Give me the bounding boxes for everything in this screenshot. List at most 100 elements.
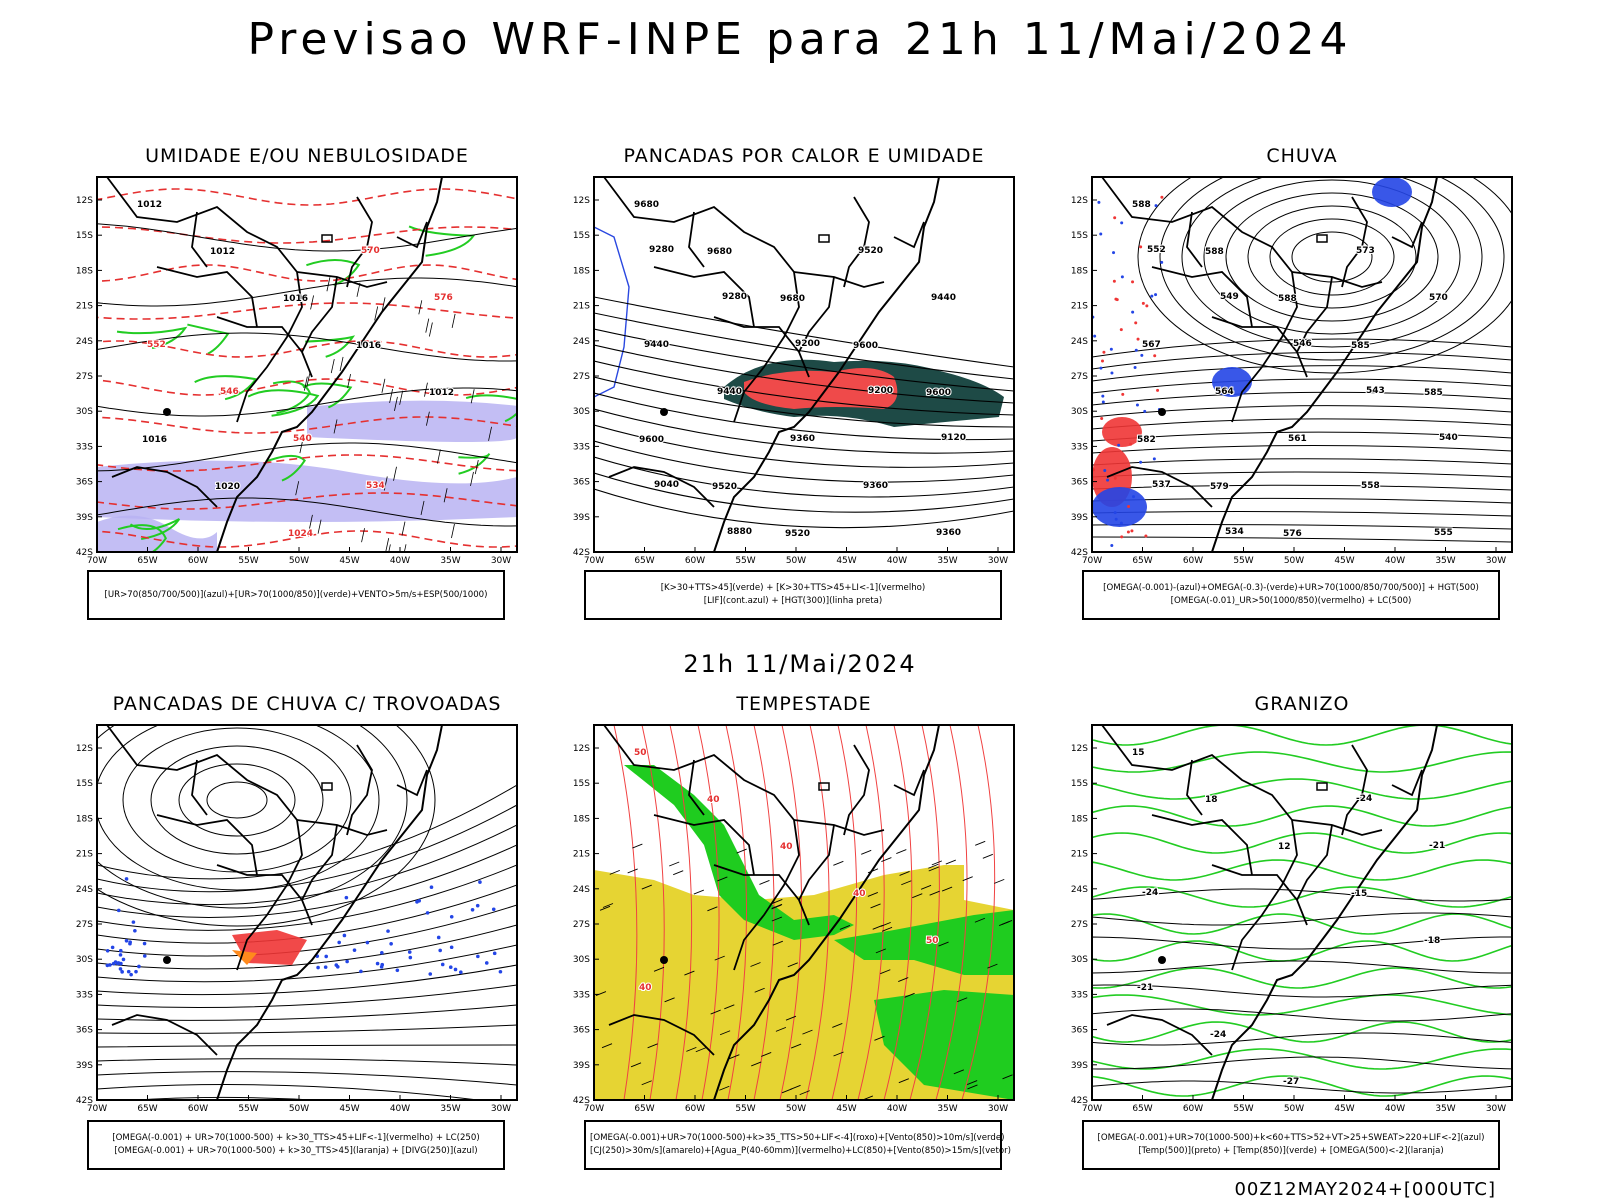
longitude-label: 40W (1385, 556, 1405, 566)
longitude-label: 70W (1082, 1104, 1102, 1114)
latitude-label: 15S (573, 231, 590, 241)
latitude-label: 15S (76, 231, 93, 241)
latitude-label: 18S (76, 814, 93, 824)
contour-label: 9120 (941, 433, 966, 443)
contour-label: 12 (1278, 842, 1291, 852)
longitude-label: 40W (887, 1104, 907, 1114)
latitude-label: 24S (573, 337, 590, 347)
latitude-label: 15S (76, 779, 93, 789)
contour-label: 9520 (858, 246, 883, 256)
contour-label: 1024 (288, 529, 313, 539)
contour-label: 9520 (785, 529, 810, 539)
contour-label: 534 (366, 481, 385, 491)
longitude-label: 50W (289, 556, 309, 566)
latitude-label: 39S (1071, 513, 1088, 523)
latitude-label: 33S (573, 990, 590, 1000)
longitude-label: 45W (339, 1104, 359, 1114)
latitude-label: 18S (1071, 266, 1088, 276)
legend-text: [OMEGA(-0.001) + UR>70(1000-500) + k>30_… (114, 1146, 478, 1156)
latitude-label: 24S (76, 885, 93, 895)
contour-label: 552 (1147, 245, 1166, 255)
contour-label: 564 (1215, 387, 1234, 397)
latitude-label: 27S (573, 920, 590, 930)
latitude-label: 39S (76, 1061, 93, 1071)
contour-label: 555 (1434, 528, 1453, 538)
latitude-label: 36S (1071, 1026, 1088, 1036)
contour-label: 40 (707, 795, 720, 805)
latitude-label: 33S (573, 442, 590, 452)
contour-label: 9680 (707, 247, 732, 257)
longitude-label: 45W (339, 556, 359, 566)
latitude-label: 24S (573, 885, 590, 895)
longitude-label: 30W (1486, 556, 1506, 566)
contour-label: 9600 (926, 388, 951, 398)
contour-label: 570 (361, 246, 380, 256)
longitude-label: 65W (137, 1104, 157, 1114)
longitude-label: 55W (1233, 556, 1253, 566)
latitude-label: 30S (76, 407, 93, 417)
longitude-label: 35W (937, 556, 957, 566)
contour-label: 15 (1132, 748, 1145, 758)
latitude-label: 36S (76, 1026, 93, 1036)
legend-box: [OMEGA(-0.001)+UR>70(1000-500)+k>35_TTS>… (584, 1120, 1011, 1170)
latitude-label: 24S (76, 337, 93, 347)
latitude-label: 27S (573, 372, 590, 382)
contour-label: 1012 (137, 200, 162, 210)
latitude-label: 39S (573, 1061, 590, 1071)
contour-label: -21 (1429, 841, 1445, 851)
humidity-area (97, 515, 217, 552)
contour-label: 567 (1142, 340, 1161, 350)
latitude-label: 39S (76, 513, 93, 523)
latitude-label: 21S (573, 302, 590, 312)
contour-label: 588 (1205, 247, 1224, 257)
longitude-label: 35W (1435, 556, 1455, 566)
panel-title: CHUVA (1266, 145, 1338, 167)
panel-title: PANCADAS POR CALOR E UMIDADE (623, 145, 985, 167)
contour-label: 9440 (717, 387, 742, 397)
latitude-label: 36S (573, 478, 590, 488)
contour-label: 9680 (780, 294, 805, 304)
longitude-label: 50W (786, 556, 806, 566)
latitude-label: 18S (573, 266, 590, 276)
latitude-label: 21S (76, 302, 93, 312)
longitude-label: 30W (491, 556, 511, 566)
latitude-label: 36S (76, 478, 93, 488)
latitude-label: 15S (573, 779, 590, 789)
longitude-label: 50W (786, 1104, 806, 1114)
legend-box: [K>30+TTS>45](verde) + [K>30+TTS>45+LI<-… (584, 570, 1002, 620)
contour-label: 50 (634, 748, 647, 758)
contour-label: 585 (1424, 388, 1443, 398)
contour-label: 534 (1225, 527, 1244, 537)
longitude-label: 65W (137, 556, 157, 566)
contour-label: 9200 (868, 386, 893, 396)
longitude-label: 35W (440, 1104, 460, 1114)
longitude-label: 60W (1183, 556, 1203, 566)
contour-label: 9360 (936, 528, 961, 538)
contour-label: 576 (434, 293, 453, 303)
contour-label: 40 (639, 983, 652, 993)
longitude-label: 30W (491, 1104, 511, 1114)
latitude-label: 12S (1071, 196, 1088, 206)
contour-label: 546 (1293, 339, 1312, 349)
longitude-label: 40W (390, 556, 410, 566)
longitude-label: 55W (238, 556, 258, 566)
latitude-label: 12S (573, 744, 590, 754)
legend-text: [OMEGA(-0.001)+UR>70(1000-500)+k>35_TTS>… (590, 1133, 1005, 1143)
humidity-area (97, 460, 517, 522)
contour-label: 9040 (654, 480, 679, 490)
contour-label: 1016 (356, 341, 381, 351)
contour-label: 573 (1356, 246, 1375, 256)
longitude-label: 35W (1435, 1104, 1455, 1114)
latitude-label: 33S (76, 990, 93, 1000)
contour-label: 585 (1351, 341, 1370, 351)
contour-label: -24 (1356, 794, 1372, 804)
contour-label: 1016 (142, 435, 167, 445)
contour-label: 9440 (644, 340, 669, 350)
latitude-label: 27S (1071, 920, 1088, 930)
contour-label: 540 (293, 434, 312, 444)
longitude-label: 50W (1284, 556, 1304, 566)
contour-label: 552 (147, 340, 166, 350)
latitude-label: 18S (1071, 814, 1088, 824)
panel-title: TEMPESTADE (736, 693, 872, 715)
legend-box: [OMEGA(-0.001)+UR>70(1000-500)+k<60+TTS>… (1082, 1120, 1500, 1170)
